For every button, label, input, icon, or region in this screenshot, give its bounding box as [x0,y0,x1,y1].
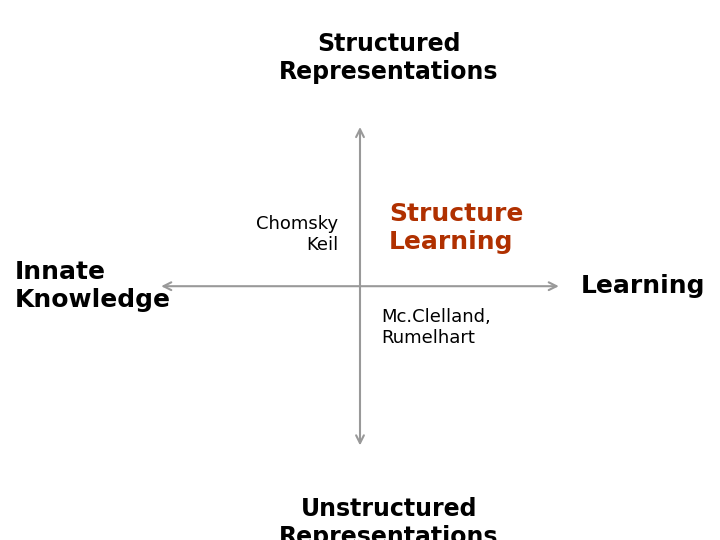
Text: Chomsky
Keil: Chomsky Keil [256,215,338,254]
Text: Innate
Knowledge: Innate Knowledge [14,260,171,312]
Text: Mc.Clelland,
Rumelhart: Mc.Clelland, Rumelhart [382,308,491,347]
Text: Learning: Learning [581,274,706,298]
Text: Structure
Learning: Structure Learning [389,202,523,254]
Text: Unstructured
Representations: Unstructured Representations [279,497,498,540]
Text: Structured
Representations: Structured Representations [279,32,498,84]
